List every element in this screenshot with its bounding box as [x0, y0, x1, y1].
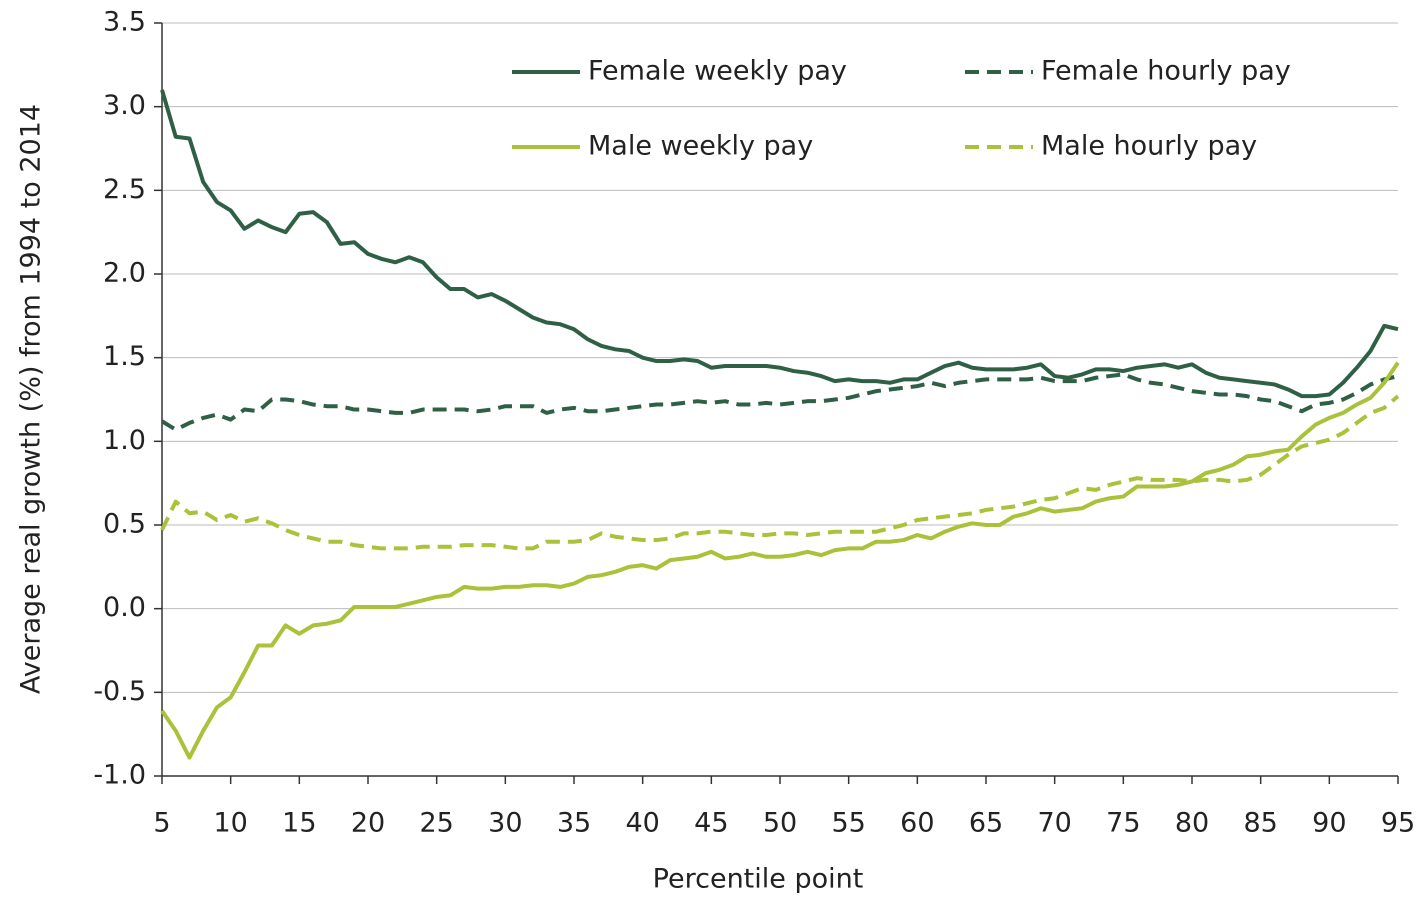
x-tick-label: 25	[419, 808, 453, 839]
x-tick-label: 5	[153, 808, 170, 839]
y-tick-label: 0.0	[103, 592, 146, 623]
x-tick-label: 90	[1312, 808, 1346, 839]
x-axis-label: Percentile point	[653, 864, 864, 895]
x-tick-label: 85	[1243, 808, 1277, 839]
x-tick-label: 65	[969, 808, 1003, 839]
x-tick-label: 50	[763, 808, 797, 839]
x-tick-label: 75	[1106, 808, 1140, 839]
y-tick-label: 3.5	[103, 7, 146, 38]
y-tick-label: 2.0	[103, 258, 146, 289]
y-tick-label: 3.0	[103, 90, 146, 121]
x-tick-label: 15	[282, 808, 316, 839]
line-series	[160, 89, 1399, 399]
legend-label: Female weekly pay	[588, 56, 847, 87]
x-tick-label: 10	[213, 808, 247, 839]
x-tick-label: 40	[625, 808, 659, 839]
y-tick-label: 1.5	[103, 341, 146, 372]
legend-label: Male hourly pay	[1041, 131, 1257, 162]
x-tick-label: 95	[1381, 808, 1415, 839]
y-axis-label: Average real growth (%) from 1994 to 201…	[16, 104, 47, 694]
y-tick-label: -0.5	[93, 676, 146, 707]
x-tick-label: 30	[488, 808, 522, 839]
x-tick-label: 60	[900, 808, 934, 839]
x-tick-label: 45	[694, 808, 728, 839]
y-tick-label: 2.5	[103, 174, 146, 205]
x-tick-label: 20	[351, 808, 385, 839]
legend-label: Male weekly pay	[588, 131, 813, 162]
line-series	[160, 372, 1399, 432]
y-tick-label: -1.0	[93, 760, 146, 791]
x-tick-label: 55	[831, 808, 865, 839]
y-tick-label: 0.5	[103, 509, 146, 540]
x-tick-label: 70	[1037, 808, 1071, 839]
line-series	[160, 361, 1400, 760]
legend-label: Female hourly pay	[1041, 56, 1291, 87]
x-tick-label: 35	[557, 808, 591, 839]
x-tick-label: 80	[1175, 808, 1209, 839]
y-tick-label: 1.0	[103, 425, 146, 456]
